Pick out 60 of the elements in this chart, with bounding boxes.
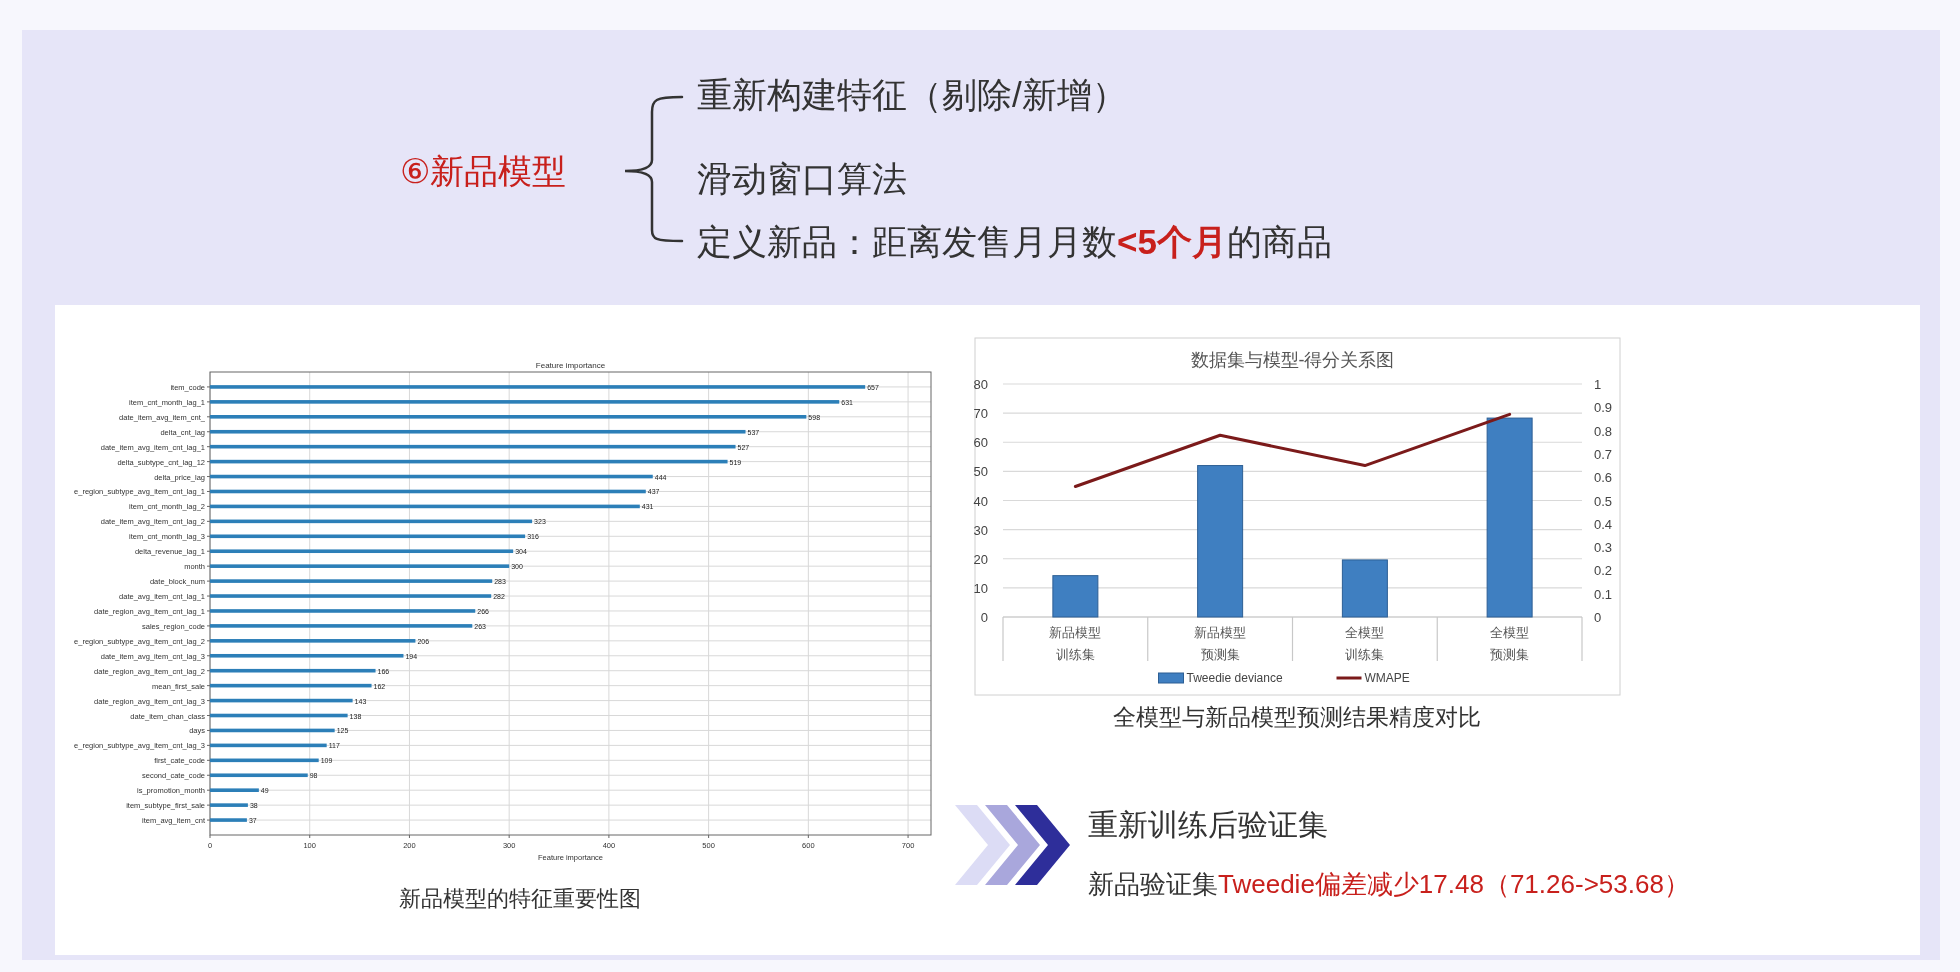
bar (210, 534, 526, 539)
bar (210, 579, 493, 583)
bar (210, 803, 248, 807)
bar (210, 549, 514, 554)
legend-label: WMAPE (1364, 671, 1410, 685)
text: ⑥新品模型 (400, 152, 567, 190)
bar (1197, 465, 1244, 618)
y-tick-label: 30 (973, 522, 988, 538)
line-series (1073, 412, 1512, 489)
bar (210, 564, 510, 568)
bar (210, 385, 866, 389)
bar (210, 624, 473, 628)
y-tick-label: 70 (973, 405, 988, 421)
legend-label: Tweedie deviance (1186, 671, 1283, 685)
text: 全模型与新品模型预测结果精度对比 (1113, 704, 1481, 730)
bar (210, 609, 476, 613)
y-tick-label: 80 (973, 376, 988, 392)
x-tick-label: 新品模型训练集 (1049, 624, 1102, 662)
y-tick-label: 40 (973, 493, 988, 508)
x-tick-label: 新品模型预测集 (1194, 624, 1247, 662)
y2-tick-label: 1 (1594, 376, 1602, 392)
y2-tick-label: 0.5 (1594, 493, 1613, 508)
x-tick-label: 全模型训练集 (1345, 624, 1385, 662)
y-tick-label: 0 (980, 609, 988, 625)
bar (210, 415, 807, 419)
bar (210, 400, 840, 404)
bar (1341, 559, 1388, 618)
text: 新品验证集 (1088, 869, 1218, 899)
bar (210, 668, 376, 673)
bar (210, 429, 746, 434)
y2-tick-label: 0.4 (1594, 516, 1613, 532)
text: Tweedie偏差减少17.48（71.26->53.68） (1218, 869, 1690, 899)
bar (210, 773, 308, 778)
y2-tick-label: 0.8 (1594, 423, 1613, 439)
text: 滑动窗口算法 (697, 158, 907, 198)
text: 重新训练后验证集 (1088, 807, 1328, 841)
y2-tick-label: 0.3 (1594, 539, 1613, 555)
bar (1052, 575, 1099, 618)
y2-tick-label: 0 (1594, 609, 1602, 625)
y2-tick-label: 0.6 (1594, 469, 1613, 485)
y-tick-label: 10 (973, 580, 988, 596)
text: 新品模型的特征重要性图 (399, 885, 641, 911)
chart-title: Feature importance (535, 360, 606, 370)
bar (210, 594, 492, 598)
y2-tick-label: 0.7 (1594, 446, 1613, 462)
x-tick-label: 全模型预测集 (1490, 624, 1530, 662)
y-tick-label: 20 (973, 551, 988, 567)
text: 定义新品：距离发售月月数<5个月的商品 (697, 221, 1332, 261)
y-tick-label: 50 (973, 463, 988, 479)
bar (210, 653, 404, 658)
chart-title: 数据集与模型-得分关系图 (1190, 350, 1395, 370)
bar (1486, 417, 1533, 618)
y-tick-label: 60 (973, 434, 988, 450)
bar (210, 788, 259, 792)
y2-tick-label: 0.1 (1594, 586, 1613, 602)
text: 重新构建特征（剔除/新增） (697, 74, 1127, 114)
bar (210, 818, 247, 822)
bar (210, 639, 416, 643)
y2-tick-label: 0.2 (1594, 562, 1613, 578)
y2-tick-label: 0.9 (1594, 399, 1613, 415)
